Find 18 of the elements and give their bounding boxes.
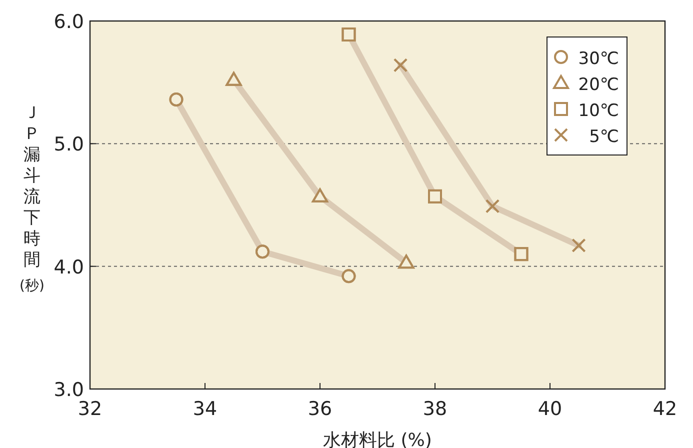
y-tick-label: 4.0	[54, 256, 84, 278]
point	[486, 199, 500, 214]
legend-label: 10℃	[578, 101, 619, 121]
x-tick-label: 38	[422, 398, 448, 420]
y-tick-label: 3.0	[54, 379, 84, 401]
legend-label: 30℃	[578, 49, 619, 69]
text: ＪＰ漏斗流下時間(秒)	[20, 103, 44, 294]
legend-label: 5℃	[589, 127, 619, 147]
x-tick-label: 40	[538, 398, 562, 420]
y-tick-label: 5.0	[54, 134, 84, 156]
x-tick-label: 34	[192, 398, 218, 420]
point	[394, 58, 408, 72]
legend-label: 20℃	[578, 75, 619, 95]
x-tick-label: 42	[652, 398, 678, 420]
y-tick-label: 6.0	[54, 11, 84, 33]
x-tick-label: 32	[78, 398, 102, 420]
point	[572, 238, 586, 252]
x-tick-label: 36	[308, 398, 332, 420]
